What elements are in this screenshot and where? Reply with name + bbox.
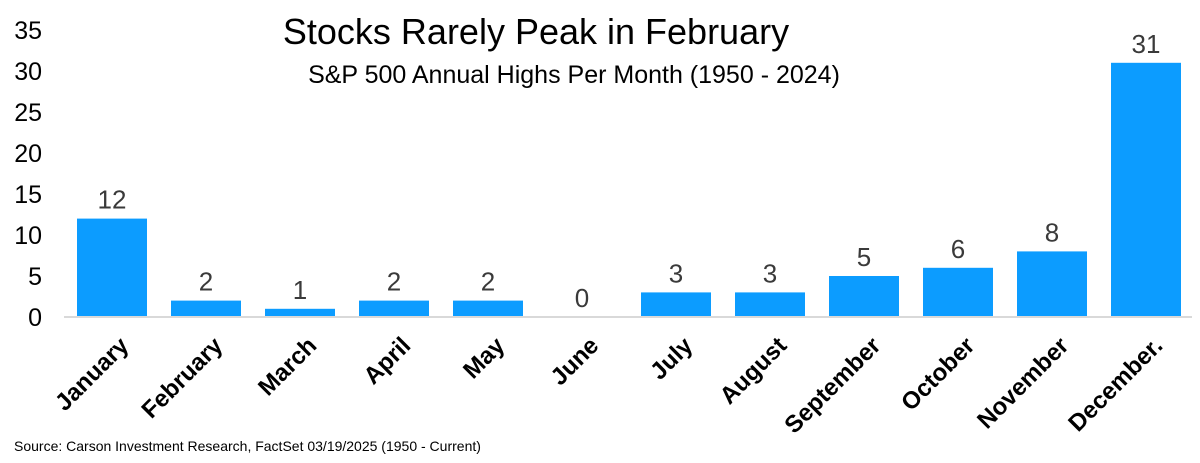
x-tick-label: July: [645, 332, 699, 386]
bar: [641, 292, 711, 317]
x-tick-label: January: [50, 332, 135, 417]
data-label: 0: [575, 283, 589, 313]
data-label: 5: [857, 242, 871, 272]
y-tick-label: 5: [28, 263, 42, 291]
data-label: 2: [199, 267, 213, 297]
data-label: 1: [293, 275, 307, 305]
y-axis: 0 5 10 15 20 25 30 35: [14, 17, 42, 332]
y-tick-label: 10: [14, 222, 42, 250]
data-label: 31: [1132, 29, 1161, 59]
x-tick-label: December.: [1063, 332, 1168, 437]
bar: [735, 292, 805, 317]
bar: [1111, 62, 1181, 317]
y-tick-label: 20: [14, 140, 42, 168]
bar: [923, 267, 993, 317]
bar: [171, 300, 241, 317]
bars-group: [77, 62, 1181, 317]
x-tick-label: May: [458, 332, 511, 385]
x-tick-label: June: [546, 332, 605, 391]
x-tick-label: February: [137, 332, 229, 424]
x-tick-label: April: [358, 332, 416, 390]
bar: [453, 300, 523, 317]
chart-title: Stocks Rarely Peak in February: [283, 11, 789, 52]
x-tick-label: March: [253, 332, 322, 401]
data-label: 3: [669, 258, 683, 288]
y-tick-label: 0: [28, 304, 42, 332]
x-tick-label: November: [972, 332, 1074, 434]
y-tick-label: 35: [14, 17, 42, 45]
bar: [829, 276, 899, 317]
y-tick-label: 25: [14, 99, 42, 127]
data-label: 8: [1045, 217, 1059, 247]
data-label: 2: [481, 267, 495, 297]
x-tick-labels-group: January February March April May June July Augu…: [50, 332, 1168, 439]
y-tick-label: 30: [14, 58, 42, 86]
bar: [1017, 251, 1087, 317]
data-label: 2: [387, 267, 401, 297]
data-label: 3: [763, 258, 777, 288]
x-tick-label: September: [779, 332, 886, 439]
y-tick-label: 15: [14, 181, 42, 209]
data-label: 6: [951, 234, 965, 264]
bar: [359, 300, 429, 317]
x-tick-label: August: [715, 332, 793, 410]
bar: [77, 218, 147, 317]
bar: [265, 308, 335, 317]
data-label: 12: [98, 185, 127, 215]
chart-subtitle: S&P 500 Annual Highs Per Month (1950 - 2…: [308, 61, 840, 89]
source-note: Source: Carson Investment Research, Fact…: [14, 438, 481, 454]
x-tick-label: October: [896, 332, 980, 416]
